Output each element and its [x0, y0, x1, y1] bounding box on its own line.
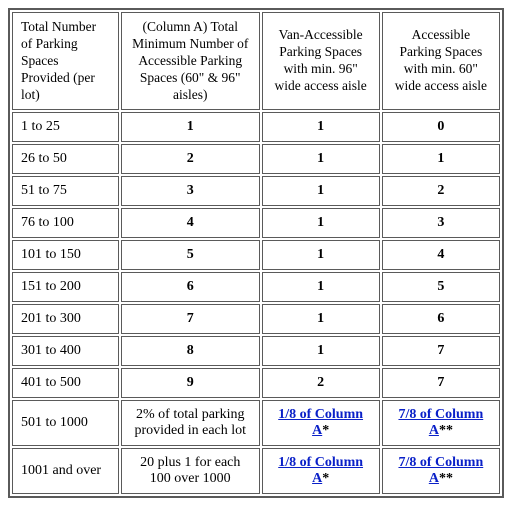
cell-van: 1: [262, 176, 380, 206]
van-fraction-link[interactable]: 1/8 of Column A: [278, 455, 363, 486]
cell-range: 151 to 200: [12, 272, 119, 302]
cell-accessible: 2: [382, 176, 500, 206]
cell-range: 1 to 25: [12, 112, 119, 142]
cell-range: 1001 and over: [12, 448, 119, 494]
table-row: 151 to 200615: [12, 272, 500, 302]
table-row: 301 to 400817: [12, 336, 500, 366]
table-header: Total Number of Parking Spaces Provided …: [12, 12, 500, 110]
table-row: 1001 and over20 plus 1 for each 100 over…: [12, 448, 500, 494]
cell-range: 101 to 150: [12, 240, 119, 270]
cell-van: 1: [262, 208, 380, 238]
table-row: 501 to 10002% of total parking provided …: [12, 400, 500, 446]
van-footnote-marker: *: [322, 423, 329, 438]
cell-accessible: 7: [382, 368, 500, 398]
cell-column-a: 9: [121, 368, 260, 398]
table-row: 1 to 25110: [12, 112, 500, 142]
cell-van: 1: [262, 272, 380, 302]
cell-column-a: 6: [121, 272, 260, 302]
table-row: 76 to 100413: [12, 208, 500, 238]
cell-van: 1: [262, 112, 380, 142]
cell-accessible: 7/8 of Column A**: [382, 448, 500, 494]
cell-range: 26 to 50: [12, 144, 119, 174]
cell-van: 1: [262, 304, 380, 334]
accessible-footnote-marker: **: [439, 423, 453, 438]
header-van-accessible: Van-Accessible Parking Spaces with min. …: [262, 12, 380, 110]
header-column-a: (Column A) Total Minimum Number of Acces…: [121, 12, 260, 110]
cell-van: 1: [262, 144, 380, 174]
cell-accessible: 0: [382, 112, 500, 142]
cell-range: 51 to 75: [12, 176, 119, 206]
cell-column-a: 1: [121, 112, 260, 142]
van-fraction-link[interactable]: 1/8 of Column A: [278, 407, 363, 438]
cell-column-a: 8: [121, 336, 260, 366]
cell-accessible: 7: [382, 336, 500, 366]
header-accessible: Accessible Parking Spaces with min. 60" …: [382, 12, 500, 110]
cell-van: 1: [262, 336, 380, 366]
cell-accessible: 3: [382, 208, 500, 238]
accessible-footnote-marker: **: [439, 471, 453, 486]
cell-column-a: 2% of total parking provided in each lot: [121, 400, 260, 446]
table-row: 26 to 50211: [12, 144, 500, 174]
cell-van: 2: [262, 368, 380, 398]
cell-van: 1: [262, 240, 380, 270]
cell-column-a: 20 plus 1 for each 100 over 1000: [121, 448, 260, 494]
van-footnote-marker: *: [322, 471, 329, 486]
cell-column-a: 4: [121, 208, 260, 238]
cell-accessible: 6: [382, 304, 500, 334]
cell-range: 301 to 400: [12, 336, 119, 366]
header-total-provided: Total Number of Parking Spaces Provided …: [12, 12, 119, 110]
header-row: Total Number of Parking Spaces Provided …: [12, 12, 500, 110]
table-row: 101 to 150514: [12, 240, 500, 270]
cell-range: 201 to 300: [12, 304, 119, 334]
cell-accessible: 5: [382, 272, 500, 302]
cell-range: 401 to 500: [12, 368, 119, 398]
cell-column-a: 3: [121, 176, 260, 206]
parking-spaces-table: Total Number of Parking Spaces Provided …: [8, 8, 504, 498]
cell-column-a: 7: [121, 304, 260, 334]
cell-range: 501 to 1000: [12, 400, 119, 446]
cell-accessible: 1: [382, 144, 500, 174]
cell-column-a: 5: [121, 240, 260, 270]
cell-accessible: 7/8 of Column A**: [382, 400, 500, 446]
cell-accessible: 4: [382, 240, 500, 270]
cell-van: 1/8 of Column A*: [262, 400, 380, 446]
table-row: 201 to 300716: [12, 304, 500, 334]
table-row: 401 to 500927: [12, 368, 500, 398]
table-body: 1 to 2511026 to 5021151 to 7531276 to 10…: [12, 112, 500, 494]
cell-van: 1/8 of Column A*: [262, 448, 380, 494]
table-row: 51 to 75312: [12, 176, 500, 206]
cell-range: 76 to 100: [12, 208, 119, 238]
cell-column-a: 2: [121, 144, 260, 174]
